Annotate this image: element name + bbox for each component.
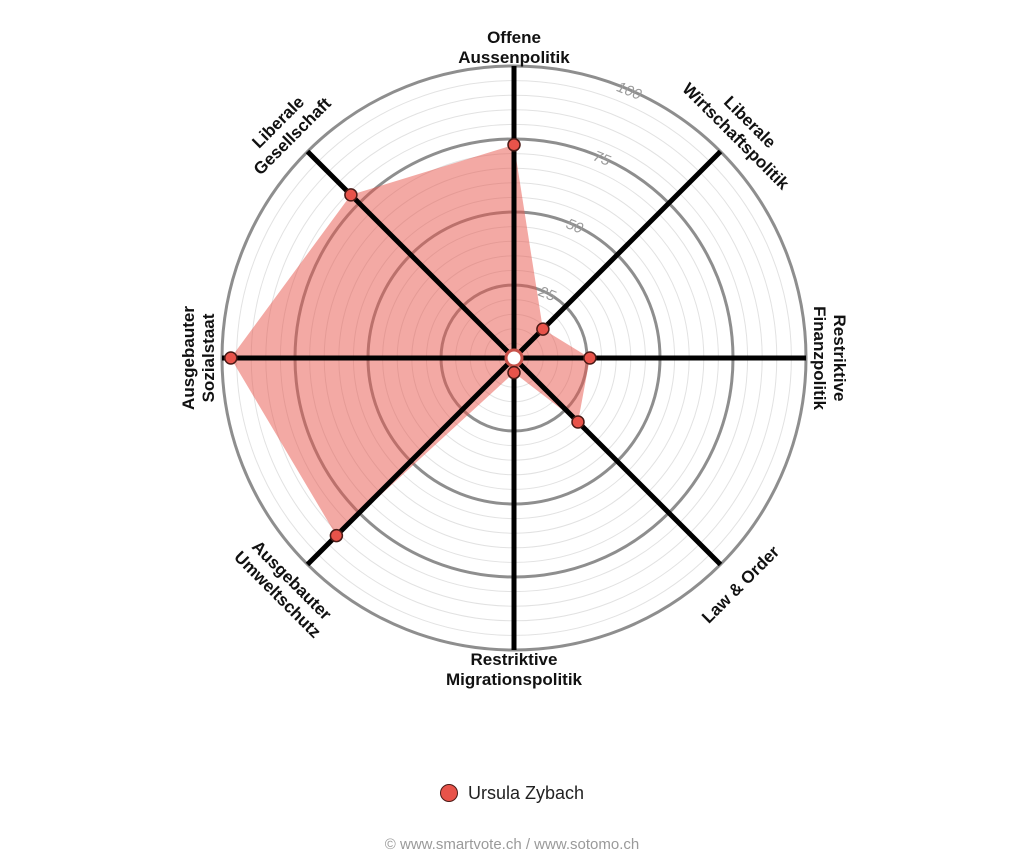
- axis-label-line: Finanzpolitik: [810, 306, 829, 410]
- axis-spokes: [222, 66, 806, 650]
- data-points: [224, 138, 597, 543]
- data-point-7[interactable]: [344, 188, 358, 202]
- center-marker: [504, 348, 524, 368]
- axis-label-line: Ausgebauter: [179, 306, 198, 410]
- axis-label-line: Restriktive: [830, 315, 849, 402]
- tick-label-25: 25: [535, 283, 558, 306]
- data-point-4[interactable]: [507, 365, 521, 380]
- axis-label-line: Sozialstaat: [199, 313, 218, 402]
- axis-spoke-7: [305, 149, 516, 360]
- data-point-5[interactable]: [329, 528, 344, 543]
- series-area[interactable]: [230, 144, 590, 536]
- axis-label-line: Migrationspolitik: [446, 670, 583, 689]
- axis-spoke-5: [305, 356, 516, 567]
- axis-label-line: Restriktive: [471, 650, 558, 669]
- legend-swatch-icon: [439, 784, 458, 802]
- axis-spoke-3: [512, 356, 723, 567]
- data-point-0[interactable]: [507, 138, 521, 152]
- tick-label-75: 75: [591, 148, 613, 170]
- axis-label-6: Ausgebauter Sozialstaat: [179, 306, 218, 410]
- axis-label-line: Offene: [487, 28, 541, 47]
- data-point-1[interactable]: [536, 322, 550, 336]
- tick-label-100: 100: [614, 79, 644, 104]
- legend-label: Ursula Zybach: [467, 782, 585, 803]
- data-point-2[interactable]: [583, 351, 597, 365]
- legend: Ursula Zybach: [0, 780, 1024, 806]
- tick-label-50: 50: [563, 215, 585, 237]
- data-point-3[interactable]: [571, 415, 585, 429]
- footer-credit: © www.smartvote.ch / www.sotomo.ch: [384, 836, 640, 853]
- series-area-layer: [230, 144, 590, 536]
- data-point-6[interactable]: [224, 351, 238, 365]
- legend-item[interactable]: Ursula Zybach: [439, 782, 585, 804]
- axis-spoke-1: [512, 149, 723, 360]
- axis-label-line: Aussenpolitik: [458, 48, 570, 67]
